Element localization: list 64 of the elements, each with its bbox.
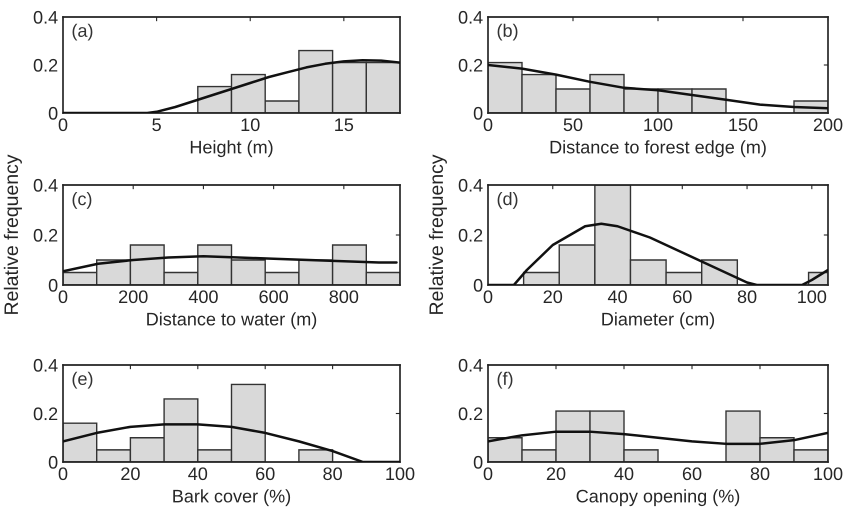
y-tick-label: 0.2 [458, 228, 482, 242]
y-tick-label: 0.4 [34, 10, 58, 24]
x-axis-title: Distance to forest edge (m) [550, 140, 766, 158]
x-tick-label: 5 [152, 118, 161, 132]
x-tick-label: 20 [544, 290, 562, 304]
x-tick-label: 10 [242, 118, 260, 132]
annotation: (b) [498, 24, 518, 41]
annotation: (c) [72, 192, 92, 209]
x-tick-label: 200 [119, 290, 148, 304]
x-tick-label: 100 [814, 467, 842, 480]
x-tick-label: 15 [335, 118, 354, 132]
y-tick-label: 0 [48, 456, 58, 469]
y-tick-label: 0.2 [458, 407, 482, 420]
x-axis-title: Distance to water (m) [147, 312, 316, 330]
x-tick-label: 0 [484, 467, 492, 480]
y-tick-label: 0 [474, 278, 482, 292]
y-tick-label: 0.4 [458, 358, 483, 372]
x-tick-label: 100 [386, 467, 414, 480]
y-tick-label: 0.2 [34, 407, 58, 420]
x-axis-title: Bark cover (%) [173, 489, 290, 506]
y-tick-label: 0.4 [34, 358, 58, 372]
y-tick-label: 0.4 [458, 10, 483, 24]
y-tick-label: 0.4 [34, 178, 58, 192]
y-tick-label: 0.2 [34, 228, 58, 242]
x-tick-label: 0 [484, 290, 492, 304]
x-tick-label: 200 [814, 118, 842, 132]
x-axis-title: Diameter (cm) [602, 312, 714, 330]
x-tick-label: 80 [750, 467, 770, 480]
x-tick-label: 0 [484, 118, 492, 132]
y-tick-label: 0.2 [34, 58, 58, 72]
x-tick-label: 40 [614, 467, 634, 480]
y-tick-label: 0.4 [458, 178, 483, 192]
x-tick-label: 600 [259, 290, 288, 304]
x-tick-label: 20 [546, 467, 566, 480]
y-axis-title: Relative frequency [428, 154, 447, 314]
x-tick-label: 60 [682, 467, 702, 480]
y-tick-label: 0 [474, 106, 482, 120]
x-tick-label: 20 [121, 467, 140, 480]
x-tick-label: 100 [644, 118, 672, 132]
y-tick-label: 0 [48, 106, 58, 120]
x-tick-label: 0 [58, 467, 68, 480]
annotation: (a) [72, 24, 92, 41]
x-tick-label: 0 [58, 290, 68, 304]
x-tick-label: 80 [323, 467, 342, 480]
y-tick-label: 0 [474, 456, 482, 469]
x-tick-label: 400 [188, 290, 218, 304]
x-tick-label: 60 [256, 467, 275, 480]
y-axis-title: Relative frequency [4, 154, 22, 314]
annotation: (f) [498, 372, 512, 389]
annotation: (e) [72, 372, 92, 389]
annotation: (d) [498, 192, 518, 209]
x-axis-title: Height (m) [190, 140, 273, 158]
x-tick-label: 60 [673, 290, 692, 304]
y-tick-label: 0 [48, 278, 58, 292]
x-tick-label: 50 [564, 118, 582, 132]
x-tick-label: 40 [608, 290, 627, 304]
y-tick-label: 0.2 [458, 58, 482, 72]
x-tick-label: 150 [729, 118, 758, 132]
x-tick-label: 40 [188, 467, 208, 480]
x-tick-label: 100 [798, 290, 826, 304]
x-tick-label: 800 [330, 290, 358, 304]
x-tick-label: 80 [738, 290, 756, 304]
x-axis-title: Canopy opening (%) [576, 489, 740, 506]
x-tick-label: 0 [58, 118, 68, 132]
